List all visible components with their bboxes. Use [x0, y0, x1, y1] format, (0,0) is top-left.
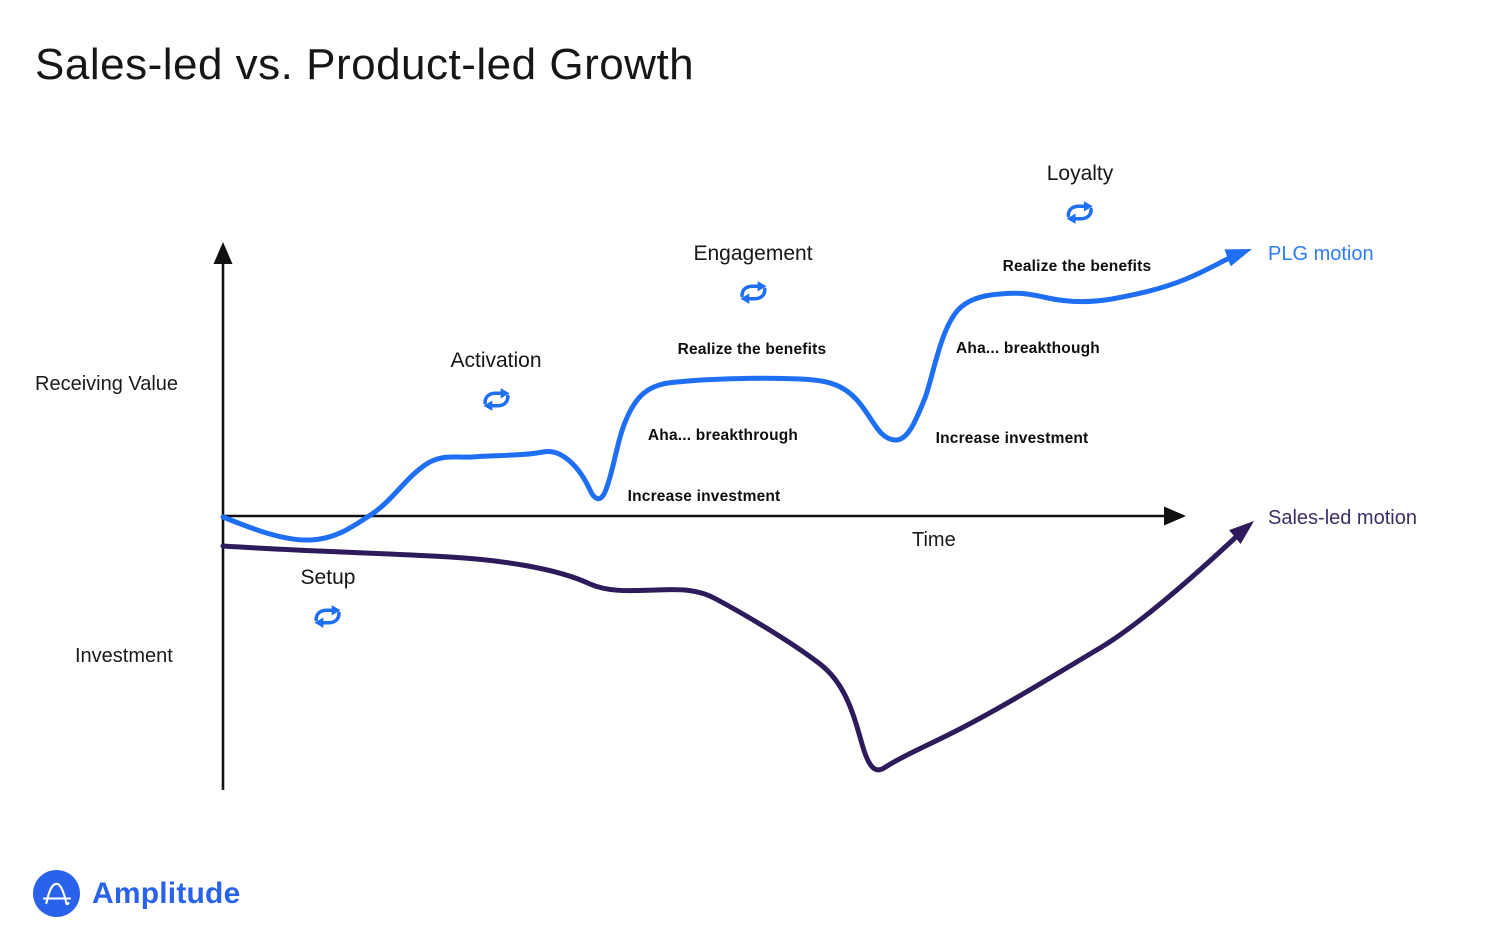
sales-led-motion-label: Sales-led motion — [1268, 507, 1417, 529]
cycle-icon — [1066, 201, 1094, 224]
plg-motion-label: PLG motion — [1268, 243, 1374, 265]
annotation-realize-benefits-1: Realize the benefits — [677, 341, 827, 358]
plg-curve-arrowhead-icon — [1224, 249, 1252, 267]
stage-engagement: Engagement — [693, 242, 813, 306]
amplitude-logo: Amplitude — [33, 870, 240, 917]
stage-activation-label: Activation — [450, 349, 542, 372]
annotation-realize-benefits-2: Realize the benefits — [1002, 258, 1152, 275]
y-axis-label-investment: Investment — [75, 645, 173, 667]
annotation-aha-breakthrough-2: Aha... breakthough — [956, 340, 1100, 357]
annotation-aha-breakthrough-1: Aha... breakthrough — [647, 427, 799, 444]
y-axis-arrowhead-icon — [213, 242, 233, 264]
plg-curve — [220, 251, 1241, 543]
x-axis-label-time: Time — [912, 529, 956, 551]
annotation-increase-investment-2: Increase investment — [935, 430, 1089, 447]
y-axis-label-receiving-value: Receiving Value — [35, 373, 179, 395]
cycle-icon — [739, 281, 767, 304]
stage-setup: Setup — [300, 566, 356, 630]
cycle-icon — [314, 605, 342, 628]
page-title: Sales-led vs. Product-led Growth — [35, 40, 695, 89]
stage-loyalty: Loyalty — [1046, 162, 1114, 226]
stage-activation: Activation — [450, 349, 542, 413]
annotation-increase-investment-1: Increase investment — [627, 488, 781, 505]
sales-led-curve-arrowhead-icon — [1229, 521, 1254, 544]
cycle-icon — [482, 388, 510, 411]
amplitude-logo-text: Amplitude — [92, 876, 241, 910]
amplitude-logo-icon — [33, 870, 80, 917]
sales-led-curve — [220, 534, 1239, 773]
stage-engagement-label: Engagement — [693, 242, 813, 265]
x-axis-arrowhead-icon — [1164, 506, 1186, 526]
stage-setup-label: Setup — [300, 566, 356, 589]
stage-loyalty-label: Loyalty — [1046, 162, 1114, 185]
